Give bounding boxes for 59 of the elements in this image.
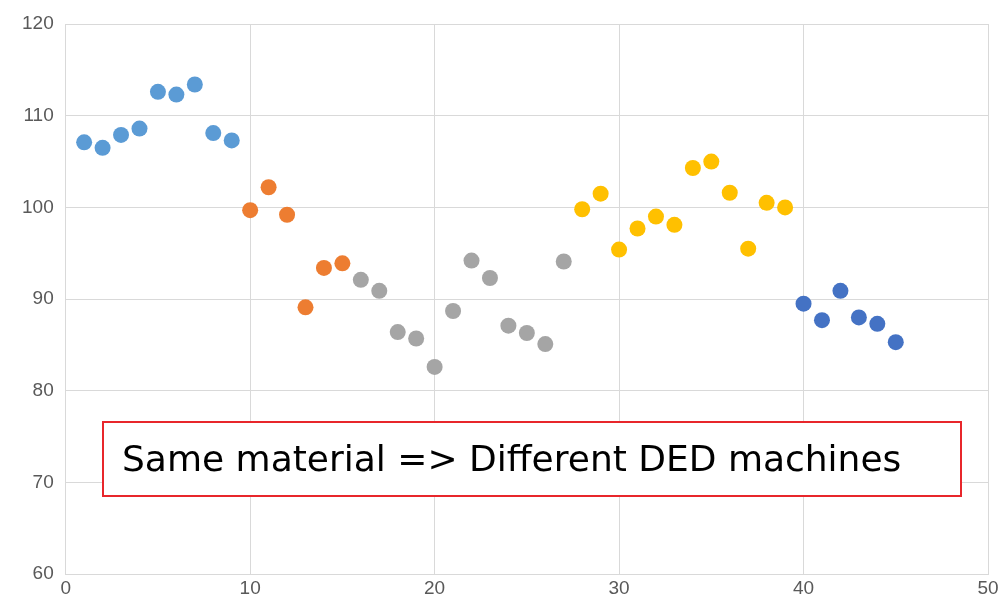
point [629, 220, 646, 237]
point [518, 325, 535, 342]
point [574, 201, 591, 218]
x-tick-label: 40 [792, 576, 815, 598]
point [113, 126, 130, 143]
point [76, 134, 93, 151]
point [205, 125, 222, 142]
point [611, 241, 628, 258]
point [758, 194, 775, 211]
point [850, 309, 867, 326]
point [334, 255, 351, 272]
point [408, 330, 425, 347]
x-tick-label: 10 [239, 576, 261, 598]
x-tick-label: 0 [60, 576, 71, 598]
x-tick-label: 50 [977, 576, 999, 598]
y-tick-label: 100 [22, 195, 54, 217]
y-tick-label: 90 [32, 287, 54, 309]
point [131, 120, 148, 137]
point [795, 295, 812, 312]
point [94, 139, 111, 156]
point [223, 132, 240, 149]
point [426, 358, 443, 375]
point [371, 282, 388, 299]
point [389, 324, 406, 341]
point [647, 208, 664, 225]
point [149, 83, 166, 100]
point [592, 185, 609, 202]
point [481, 270, 498, 287]
y-tick-label: 70 [32, 470, 54, 492]
point [721, 184, 738, 201]
y-tick-label: 80 [32, 379, 54, 401]
y-tick-label: 120 [22, 12, 54, 34]
point [315, 259, 332, 276]
point [703, 153, 720, 170]
point [832, 282, 849, 299]
point [445, 303, 462, 320]
point [555, 253, 572, 270]
point [813, 312, 830, 329]
point [168, 86, 185, 103]
point [279, 206, 296, 223]
point [500, 317, 517, 334]
annotation: Same material => Different DED machines [102, 421, 962, 497]
point [537, 336, 554, 353]
y-tick-label: 60 [32, 562, 54, 584]
point [260, 179, 277, 196]
point [869, 315, 886, 332]
x-tick-label: 30 [608, 576, 630, 598]
point [684, 159, 701, 176]
point [666, 216, 683, 233]
point [740, 240, 757, 257]
y-tick-label: 110 [23, 103, 54, 125]
point [242, 202, 259, 219]
point [297, 299, 314, 316]
point [463, 252, 480, 269]
x-tick-label: 20 [424, 576, 446, 598]
point [186, 76, 203, 93]
point [777, 199, 794, 216]
point [352, 271, 369, 288]
point [887, 334, 904, 351]
